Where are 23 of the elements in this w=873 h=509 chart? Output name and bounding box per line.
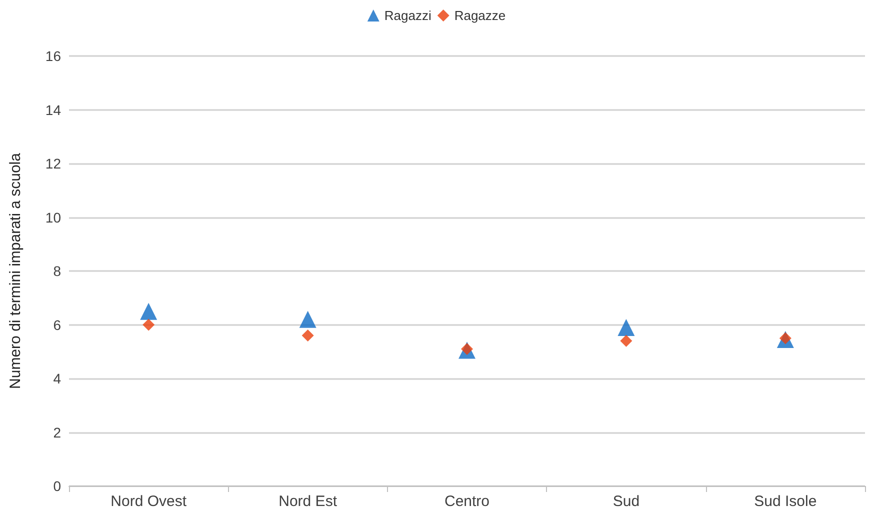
point <box>142 318 155 331</box>
x-tick-label: Sud <box>612 493 640 509</box>
y-axis-title: Numero di termini imparati a scuola <box>7 152 24 389</box>
y-tick-label: 8 <box>53 263 62 279</box>
legend-label: Ragazze <box>454 8 506 23</box>
point <box>140 302 158 320</box>
x-tick-label: Nord Ovest <box>110 493 188 509</box>
point <box>620 334 632 347</box>
y-tick-label: 10 <box>45 209 62 226</box>
x-tick-label: Nord Est <box>278 493 338 509</box>
y-tick-label: 2 <box>53 424 62 440</box>
y-tick-label: 0 <box>53 478 62 494</box>
x-tick-label: Centro <box>444 493 490 509</box>
point <box>302 330 314 342</box>
legend-label: Ragazzi <box>384 8 432 23</box>
y-tick-label: 16 <box>45 48 62 64</box>
x-tick-label: Sud Isole <box>754 493 817 509</box>
y-tick-label: 6 <box>53 316 62 333</box>
y-tick-label: 12 <box>45 156 62 172</box>
y-tick-label: 14 <box>45 102 62 118</box>
y-tick-label: 4 <box>53 370 62 386</box>
point <box>299 310 316 328</box>
point <box>618 318 635 336</box>
